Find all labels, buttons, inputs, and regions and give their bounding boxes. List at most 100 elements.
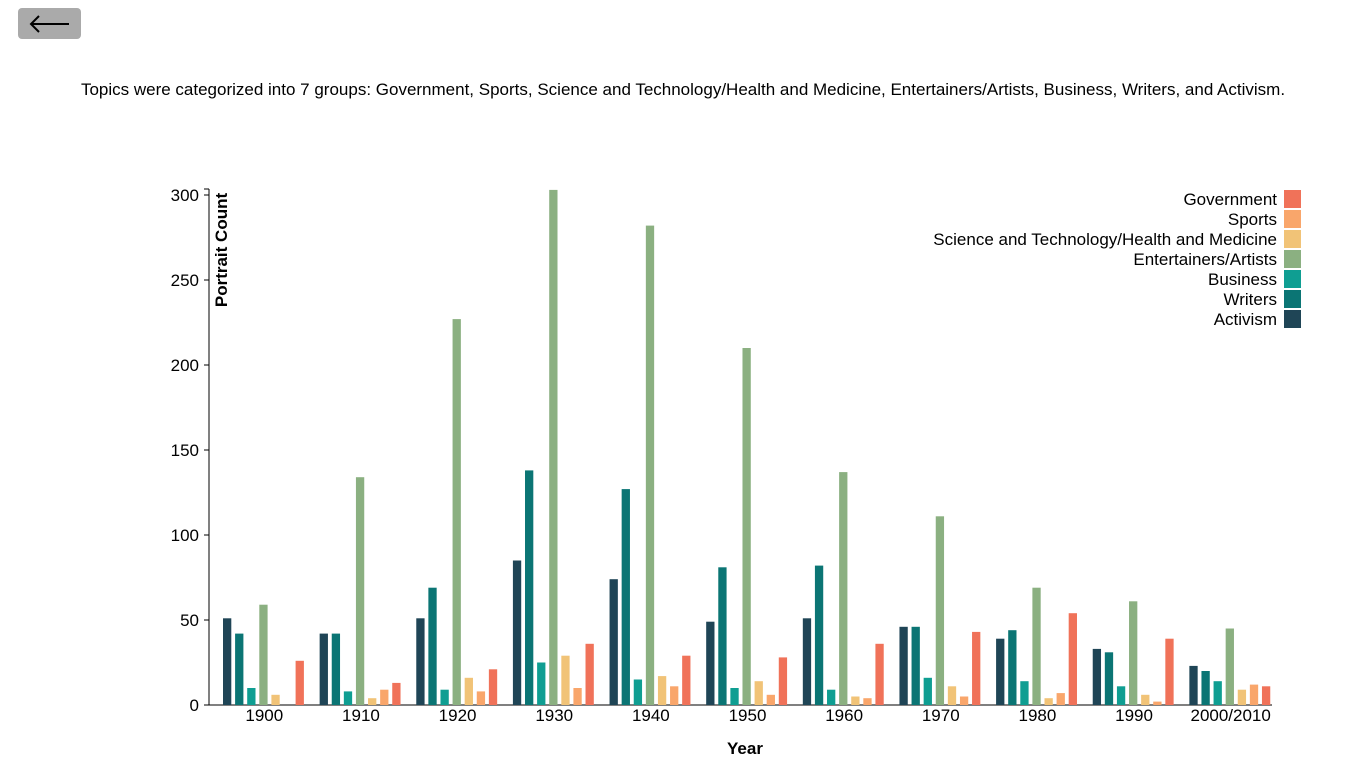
bar-1990-Science and Technology/Health and Medicine [1141,694,1150,705]
bar-1940-Business [633,679,643,705]
legend-label: Activism [1214,310,1277,329]
bar-1910-Activism [319,633,328,705]
bar-1940-Science and Technology/Health and Medicine [657,676,667,705]
bar-1960-Entertainers/Artists [839,472,848,705]
back-button[interactable] [18,8,81,39]
bar-1960-Business [827,689,836,705]
bar-1930-Entertainers/Artists [549,189,558,705]
legend-swatch [1284,190,1301,208]
bar-1970-Entertainers/Artists [935,516,945,705]
bar-1950-Entertainers/Artists [742,348,751,705]
chart-description: Topics were categorized into 7 groups: G… [80,80,1286,99]
legend-label: Entertainers/Artists [1133,250,1277,269]
bar-1900-Science and Technology/Health and Medicine [271,694,280,705]
bar-1960-Science and Technology/Health and Medicine [851,696,860,705]
bar-1950-Writers [718,567,727,705]
bar-2000/2010-Writers [1201,671,1210,705]
bar-1900-Entertainers/Artists [259,604,268,705]
bar-1960-Government [875,643,884,705]
bar-1940-Government [682,655,691,705]
bar-1940-Sports [670,686,679,705]
y-tick-label: 50 [180,611,199,630]
bar-2000/2010-Science and Technology/Health and Medicine [1237,689,1247,705]
bar-1930-Sports [573,688,582,705]
x-tick-label: 1990 [1115,706,1153,725]
bar-1990-Writers [1104,652,1114,705]
legend-label: Business [1208,270,1277,289]
legend-swatch [1284,310,1301,328]
bar-1930-Activism [512,560,522,705]
bar-1960-Writers [814,565,824,705]
x-tick-label: 1970 [922,706,960,725]
legend-swatch [1284,250,1301,268]
bar-1900-Writers [235,633,244,705]
bar-1930-Science and Technology/Health and Medicine [561,655,570,705]
bar-1900-Business [247,688,256,705]
bar-1910-Government [392,682,401,705]
bar-1970-Government [972,631,981,705]
bar-1950-Government [778,657,788,705]
legend-swatch [1284,270,1301,288]
bar-1920-Writers [428,587,437,705]
y-axis: 0 50 100 150 200 250 300 [171,186,210,715]
x-tick-label: 1900 [245,706,283,725]
bar-1910-Writers [331,633,341,705]
legend-label: Government [1183,190,1277,209]
bar-1980-Science and Technology/Health and Medicine [1044,698,1053,705]
bar-1920-Entertainers/Artists [452,319,461,705]
x-tick-label: 1910 [342,706,380,725]
bar-1920-Science and Technology/Health and Medicine [464,677,473,705]
bar-1950-Business [730,688,739,705]
bar-1980-Entertainers/Artists [1032,587,1041,705]
bar-1900-Activism [223,618,232,705]
bar-1920-Government [488,669,498,705]
legend-label: Science and Technology/Health and Medici… [933,230,1277,249]
bar-1990-Activism [1092,648,1102,705]
bar-1900-Government [295,660,304,705]
y-tick-label: 100 [171,526,199,545]
bar-2000/2010-Sports [1249,684,1259,705]
x-tick-label: 1940 [632,706,670,725]
bar-1970-Activism [899,626,908,705]
bar-1920-Activism [416,618,425,705]
bars [223,189,1271,705]
bar-1910-Science and Technology/Health and Medicine [368,698,377,705]
bar-1990-Entertainers/Artists [1129,601,1138,705]
x-tick-label: 1980 [1018,706,1056,725]
bar-1950-Science and Technology/Health and Medicine [754,681,763,705]
bar-1990-Sports [1153,701,1162,705]
legend-swatch [1284,230,1301,248]
y-tick-label: 0 [190,696,199,715]
bar-1980-Government [1068,613,1077,705]
bar-1960-Activism [802,618,812,705]
bar-1910-Entertainers/Artists [355,477,365,705]
y-tick-label: 250 [171,271,199,290]
bar-1930-Writers [525,470,534,705]
bar-1950-Activism [706,621,715,705]
y-tick-label: 300 [171,186,199,205]
bar-1970-Writers [911,626,920,705]
x-tick-label: 1920 [439,706,477,725]
x-axis: 1900 1910 1920 1930 1940 1950 1960 1970 1980 1990… [209,704,1272,725]
bar-1920-Sports [476,691,486,705]
bar-1920-Business [440,689,449,705]
bar-1980-Business [1020,681,1029,705]
legend-swatch [1284,290,1301,308]
bar-2000/2010-Entertainers/Artists [1225,628,1234,705]
x-tick-label: 1960 [825,706,863,725]
x-tick-label: 1950 [729,706,767,725]
y-tick-label: 150 [171,441,199,460]
x-axis-title: Year [727,739,763,758]
bar-1970-Sports [959,696,969,705]
legend-label: Sports [1228,210,1277,229]
bar-1930-Business [537,662,546,705]
bar-1910-Business [343,691,353,705]
bar-1940-Entertainers/Artists [645,225,655,705]
bar-1940-Activism [609,579,618,705]
bar-1970-Science and Technology/Health and Medicine [947,686,957,705]
bar-2000/2010-Activism [1189,665,1198,705]
bar-2000/2010-Government [1261,686,1271,705]
